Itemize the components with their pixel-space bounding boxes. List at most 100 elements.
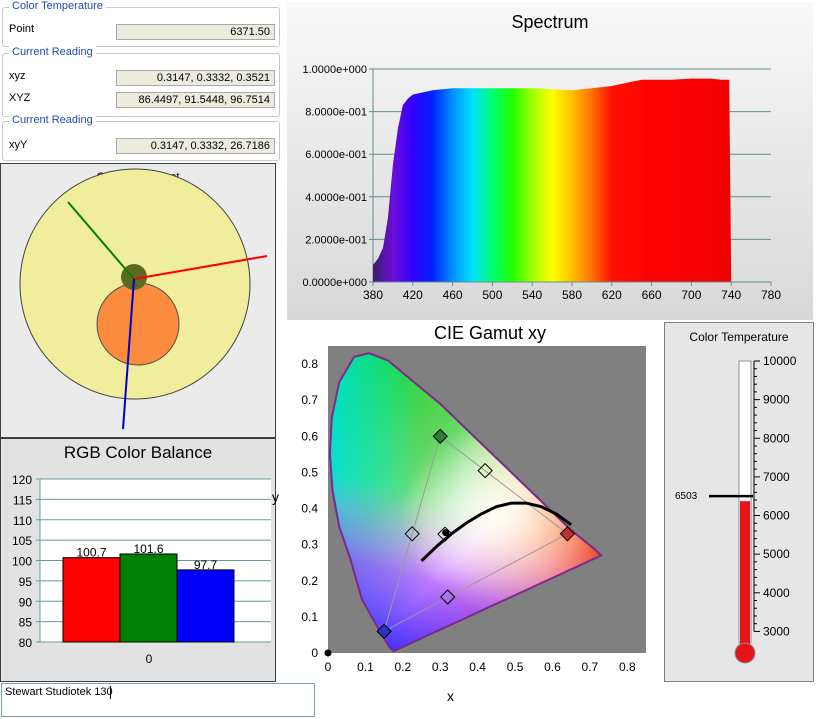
cie-y-tick: 0 bbox=[311, 646, 318, 660]
spectrum-x-tick: 420 bbox=[403, 288, 423, 302]
spectrum-x-tick: 780 bbox=[761, 288, 781, 302]
rgb-balance-chart: 80 85 90 95 100 105 110 115 120 100.7 101.6 97.7 0 bbox=[12, 473, 271, 666]
reading-group-1-title: Current Reading bbox=[9, 46, 96, 58]
thermo-tick-label: 3000 bbox=[763, 624, 790, 638]
xyY-field[interactable]: 0.3147, 0.3332, 26.7186 bbox=[116, 138, 275, 154]
XYZ-field[interactable]: 86.4497, 91.5448, 96.7514 bbox=[116, 92, 275, 108]
cie-x-tick: 0.6 bbox=[544, 660, 561, 674]
spectrum-y-tick: 1.0000e+000 bbox=[302, 64, 367, 76]
red-vector bbox=[133, 255, 268, 280]
reading-group-1: Current Reading xyz 0.3147, 0.3332, 0.35… bbox=[2, 46, 280, 117]
rgb-y-tick: 80 bbox=[19, 636, 33, 650]
cie-y-tick: 0.6 bbox=[301, 429, 318, 443]
notes-text: Stewart Studiotek 130 bbox=[5, 686, 113, 698]
xyY-label: xyY bbox=[9, 139, 28, 151]
spectrum-y-tick: 2.0000e-001 bbox=[305, 234, 367, 246]
cie-panel: CIE Gamut xy y x bbox=[272, 322, 660, 719]
cie-y-tick: 0.5 bbox=[301, 465, 318, 479]
thermo-title: Color Temperature bbox=[689, 330, 789, 344]
spectrum-panel: Spectrum 0.0000e+000 2.0000e-001 4.0000e-0… bbox=[287, 2, 813, 320]
cie-measured-point bbox=[477, 462, 493, 479]
cie-x-tick: 0.8 bbox=[619, 660, 636, 674]
rgb-data-label: 100.7 bbox=[76, 546, 106, 560]
cie-x-tick: 0.4 bbox=[469, 660, 486, 674]
cie-title: CIE Gamut xy bbox=[433, 323, 547, 343]
spectrum-x-tick: 620 bbox=[602, 288, 622, 302]
color-temp-group: Color Temperature Point 6371.50 bbox=[2, 0, 280, 47]
rgb-y-tick: 85 bbox=[19, 616, 33, 630]
point-field[interactable]: 6371.50 bbox=[116, 24, 275, 40]
rgb-y-tick: 105 bbox=[12, 534, 32, 548]
spectrum-x-tick: 700 bbox=[681, 288, 701, 302]
green-vector bbox=[67, 201, 135, 280]
XYZ-label: XYZ bbox=[9, 92, 31, 104]
spectrum-y-tick: 8.0000e-001 bbox=[305, 107, 367, 119]
rgb-data-label: 101.6 bbox=[133, 542, 163, 556]
cie-blackbody-curve bbox=[420, 501, 573, 562]
thermo-tick-label: 10000 bbox=[763, 354, 797, 368]
thermo-tick-label: 8000 bbox=[763, 431, 790, 445]
notes-textbox[interactable]: Stewart Studiotek 130 bbox=[1, 683, 315, 717]
thermo-tick-label: 6000 bbox=[763, 509, 790, 523]
reading-group-2: Current Reading xyY 0.3147, 0.3332, 26.7… bbox=[2, 114, 280, 161]
rgb-y-tick: 100 bbox=[12, 555, 32, 569]
thermo-mercury bbox=[740, 501, 750, 651]
rgb-y-tick: 110 bbox=[13, 514, 32, 528]
cie-x-tick: 0.2 bbox=[394, 660, 411, 674]
text-cursor bbox=[110, 686, 111, 699]
blue-vector bbox=[122, 278, 135, 430]
cie-x-tick: 0 bbox=[325, 660, 332, 674]
cie-measured-point bbox=[440, 589, 456, 605]
grayscale-target-panel: Grayscale Target bbox=[0, 163, 276, 438]
rgb-balance-title: RGB Color Balance bbox=[63, 443, 213, 462]
cie-measured-point bbox=[559, 526, 576, 542]
cie-y-tick: 0.7 bbox=[301, 393, 318, 407]
thermo-panel: Color Temperature 6503 3000 4000 5000 6000 7… bbox=[664, 322, 814, 682]
cie-y-tick: 0.4 bbox=[301, 502, 318, 516]
thermo-tick-label: 7000 bbox=[763, 470, 790, 484]
cie-measured-point bbox=[437, 526, 453, 542]
cie-origin-marker bbox=[324, 649, 332, 657]
xyz-field[interactable]: 0.3147, 0.3332, 0.3521 bbox=[116, 70, 275, 86]
spectrum-x-tick: 660 bbox=[642, 288, 662, 302]
spectrum-y-tick: 6.0000e-001 bbox=[305, 149, 367, 161]
target-inner-circle bbox=[96, 282, 180, 366]
thermo-chart: 6503 3000 4000 5000 6000 7000 8000 9000 10000 bbox=[675, 354, 797, 664]
spectrum-y-tick: 0.0000e+000 bbox=[302, 277, 367, 289]
thermo-bulb bbox=[734, 642, 756, 664]
cie-y-tick: 0.3 bbox=[301, 538, 318, 552]
spectrum-x-tick: 460 bbox=[443, 288, 463, 302]
cie-ylabel: y bbox=[272, 489, 279, 505]
cie-x-tick: 0.7 bbox=[582, 660, 599, 674]
cie-y-tick: 0.1 bbox=[301, 610, 318, 624]
thermo-tick-label: 4000 bbox=[763, 586, 790, 600]
cie-x-tick: 0.3 bbox=[432, 660, 449, 674]
spectrum-x-tick: 380 bbox=[363, 288, 383, 302]
cie-x-tick: 0.1 bbox=[357, 660, 374, 674]
rgb-bar-blue bbox=[176, 569, 235, 643]
rgb-bar-red bbox=[62, 557, 121, 643]
cie-chart: 0 0.1 0.2 0.3 0.4 0.5 0.6 0.7 0.8 0 0.1 0.2 0.3 0.4 0.… bbox=[301, 346, 646, 674]
spectrum-x-tick: 500 bbox=[482, 288, 502, 302]
cie-measured-point bbox=[376, 623, 392, 640]
rgb-y-tick: 115 bbox=[13, 493, 32, 507]
cie-measured-point bbox=[404, 526, 420, 542]
rgb-x-label: 0 bbox=[146, 652, 153, 666]
xyz-label: xyz bbox=[9, 70, 26, 82]
rgb-y-tick: 90 bbox=[19, 595, 33, 609]
cie-measured-point bbox=[432, 428, 448, 445]
cie-x-tick: 0.5 bbox=[507, 660, 524, 674]
thermo-tick-label: 5000 bbox=[763, 547, 790, 561]
color-temp-group-title: Color Temperature bbox=[9, 0, 106, 12]
rgb-y-tick: 95 bbox=[19, 575, 33, 589]
spectrum-y-tick: 4.0000e-001 bbox=[305, 192, 367, 204]
thermo-tick-label: 9000 bbox=[763, 393, 790, 407]
spectrum-title: Spectrum bbox=[511, 12, 589, 32]
spectrum-x-tick: 740 bbox=[721, 288, 741, 302]
thermo-marker-label: 6503 bbox=[675, 491, 698, 502]
rgb-data-label: 97.7 bbox=[194, 558, 218, 572]
rgb-y-tick: 120 bbox=[12, 473, 32, 487]
rgb-balance-panel: RGB Color Balance 80 85 90 95 100 105 110 115 12… bbox=[0, 438, 276, 682]
cie-xlabel: x bbox=[447, 688, 454, 704]
reading-group-2-title: Current Reading bbox=[9, 114, 96, 126]
